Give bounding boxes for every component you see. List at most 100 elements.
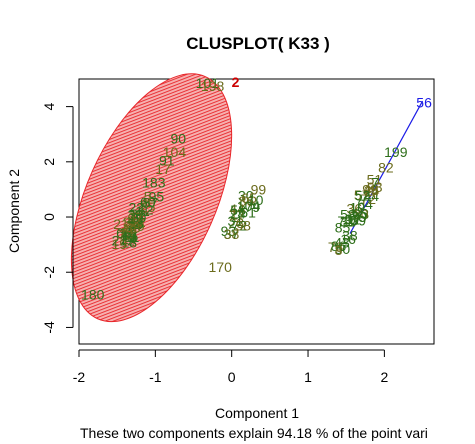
cluster-point-mark: 78 [328, 239, 344, 255]
cluster-point-mark: 37 [224, 226, 240, 242]
point-label: 21 [113, 216, 129, 232]
y-tick-label: -2 [41, 266, 57, 279]
cluster-point-mark: 46 [121, 220, 137, 236]
cluster-point-mark: 92 [344, 211, 360, 227]
x-tick-label: -2 [73, 369, 86, 385]
point-label: 22 [128, 199, 144, 215]
y-axis: -4 -2 0 2 4 [41, 103, 74, 334]
point-label: 104 [237, 198, 261, 214]
point-label: 17 [155, 161, 171, 177]
cluster-point-mark: 93 [367, 179, 383, 195]
cluster-point-mark: 64 [357, 196, 373, 212]
cluster-point-mark: 86 [239, 193, 255, 209]
cluster-point-mark: 94 [128, 215, 144, 231]
cluster-line-layer [349, 100, 424, 234]
cluster-point-mark: 38 [127, 206, 143, 222]
x-axis: -2 -1 0 1 2 [73, 349, 388, 385]
cluster-2-line [349, 100, 424, 234]
y-tick-label: 0 [41, 213, 57, 221]
cluster-point-mark: 37 [345, 211, 361, 227]
point-label: 5 [144, 188, 152, 204]
cluster-point-mark: 45 [123, 229, 139, 245]
cluster-point-mark: 65 [241, 190, 257, 206]
y-axis-label: Component 2 [6, 169, 22, 253]
cluster-point-mark: 36 [347, 201, 363, 217]
cluster-point-mark: 86 [331, 238, 347, 254]
cluster-point-mark: 50 [335, 241, 351, 257]
cluster-point-mark: 39 [128, 210, 144, 226]
cluster-point-mark: 17 [230, 206, 246, 222]
cluster-point-mark: 17 [120, 224, 136, 240]
cluster-point-mark: 72 [232, 218, 248, 234]
point-label: 99 [251, 182, 267, 198]
cluster-point-mark: 31 [123, 214, 139, 230]
y-tick-label: 2 [41, 158, 57, 166]
cluster-point-mark: 24 [230, 206, 246, 222]
cluster-point-mark: 44 [364, 188, 380, 204]
x-tick-label: 2 [380, 369, 388, 385]
cluster-point-mark: 10 [248, 192, 264, 208]
cluster-point-mark: 71 [337, 213, 353, 229]
cluster-point-mark: 17 [346, 211, 362, 227]
cluster-point-mark: 30 [353, 206, 369, 222]
cluster-point-mark: 85 [335, 220, 351, 236]
cluster-point-mark: 51 [240, 205, 256, 221]
cluster-point-mark: 10 [129, 218, 145, 234]
cluster-point-mark: 88 [125, 219, 141, 235]
cluster-point-mark: 95 [149, 189, 165, 205]
point-label: 180 [81, 286, 105, 302]
cluster-point-mark: 51 [367, 172, 383, 188]
cluster-point-mark: 16 [340, 231, 356, 247]
cluster-point-mark: 80 [131, 209, 147, 225]
cluster-point-mark: 93 [221, 223, 237, 239]
chart-subtitle: These two components explain 94.18 % of … [80, 425, 428, 441]
cluster-point-mark: 30 [238, 187, 254, 203]
cluster-point-mark: 10 [349, 199, 365, 215]
cluster-2-label: 56 [416, 95, 432, 111]
y-tick-label: 4 [41, 103, 57, 111]
point-label: 58 [235, 217, 251, 233]
point-label: 170 [209, 259, 233, 275]
cluster-point-mark: 66 [116, 225, 132, 241]
point-label: 8 [335, 242, 343, 258]
point-label: 101 [196, 75, 220, 91]
cluster-point-mark: 38 [224, 226, 240, 242]
cluster-point-mark: 58 [340, 206, 356, 222]
points-layer: 1017243138455259667380879411182532394653… [81, 74, 432, 303]
cluster-point-mark: 57 [354, 187, 370, 203]
cluster-point-mark: 23 [229, 215, 245, 231]
cluster-point-mark: 52 [130, 214, 146, 230]
cluster-point-mark: 87 [143, 195, 159, 211]
x-tick-label: 1 [304, 369, 312, 385]
cluster-point-mark: 44 [229, 201, 245, 217]
cluster-1-ellipse [70, 73, 233, 323]
cluster-point-mark: 45 [363, 182, 379, 198]
point-label: 183 [142, 175, 166, 191]
cluster-point-mark: 79 [245, 199, 261, 215]
cluster-point-mark: 31 [228, 213, 244, 229]
point-label: 198 [201, 78, 225, 94]
point-label: 7 [371, 175, 379, 191]
cluster-point-mark: 11 [135, 203, 150, 219]
cluster-point-mark: 59 [121, 228, 137, 244]
cluster-point-mark: 60 [140, 194, 156, 210]
cluster-point-mark: 99 [362, 182, 378, 198]
cluster-point-mark: 19 [112, 236, 128, 252]
cluster-point-mark: 24 [121, 231, 137, 247]
point-label: 212 [112, 233, 136, 249]
cluster-point-mark: 74 [126, 218, 142, 234]
cluster-point-mark: 79 [351, 209, 367, 225]
cluster-point-mark: 23 [354, 206, 370, 222]
y-tick-label: -4 [41, 321, 57, 334]
point-label: 104 [163, 144, 187, 160]
cluster-point-mark: 58 [230, 202, 246, 218]
cluster-point-mark: 67 [127, 210, 143, 226]
point-label: 199 [384, 144, 408, 160]
chart-title: CLUSPLOT( K33 ) [186, 34, 330, 53]
cluster-point-mark: 73 [118, 226, 134, 242]
cluster-point-mark: 12 [138, 202, 154, 218]
cluster-point-mark: 52 [355, 188, 371, 204]
x-tick-label: 0 [228, 369, 236, 385]
x-tick-label: -1 [149, 369, 162, 385]
